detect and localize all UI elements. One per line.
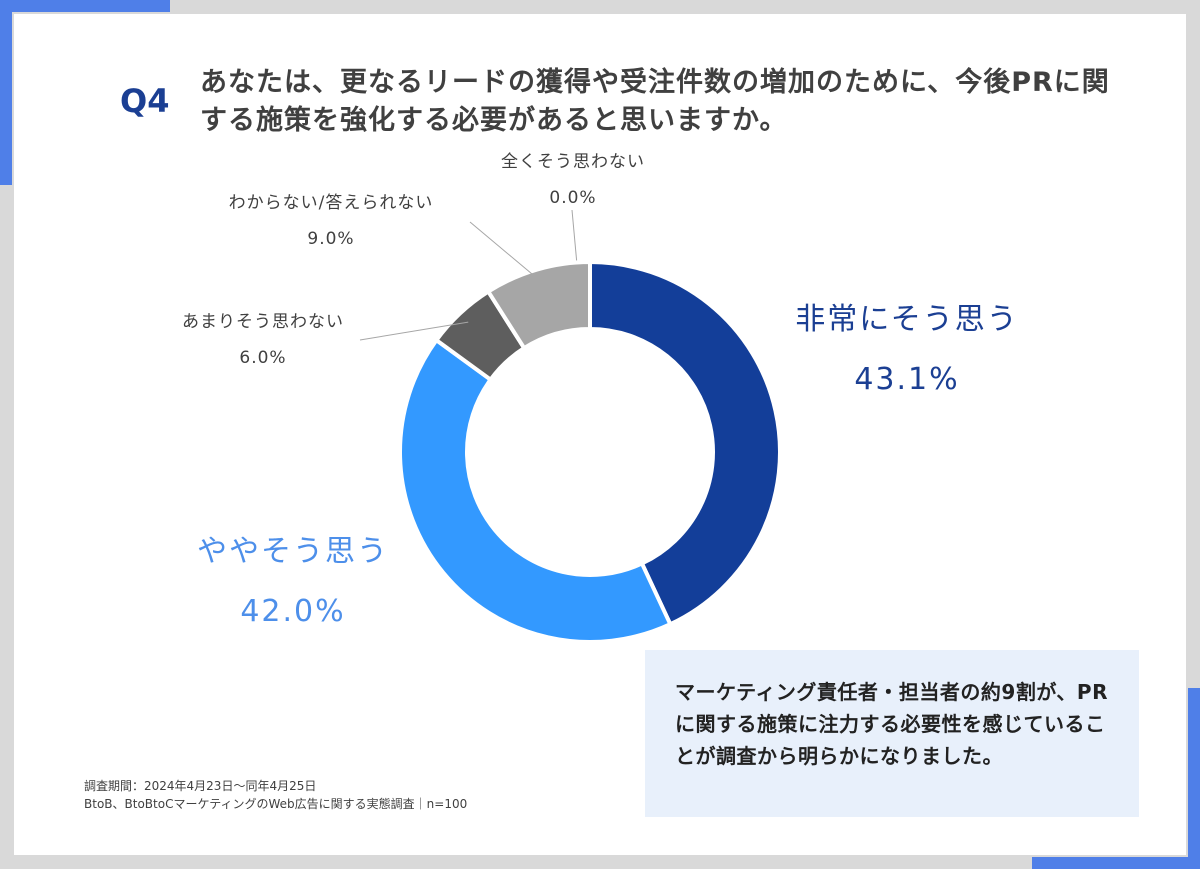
label-not-much: あまりそう思わない 6.0% xyxy=(158,304,368,376)
label-somewhat-category: ややそう思う xyxy=(197,534,389,569)
label-dont-know-category: わからない/答えられない xyxy=(228,193,434,213)
question-number: Q4 xyxy=(120,82,170,120)
label-somewhat: ややそう思う 42.0% xyxy=(178,522,408,642)
survey-period: 調査期間：2024年4月23日～同年4月25日 xyxy=(84,779,317,793)
question-title: あなたは、更なるリードの獲得や受注件数の増加のために、今後PRに関する施策を強化… xyxy=(200,67,1110,136)
label-very-much-value: 43.1% xyxy=(854,362,960,397)
slice-not-at-all-leader-line xyxy=(571,209,578,261)
survey-name: BtoB、BtoBtoCマーケティングのWeb広告に関する実態調査｜n=100 xyxy=(84,797,468,811)
label-very-much: 非常にそう思う 43.1% xyxy=(776,290,1038,410)
label-not-much-value: 6.0% xyxy=(239,348,287,368)
label-not-at-all-category: 全くそう思わない xyxy=(501,152,645,172)
footnote: 調査期間：2024年4月23日～同年4月25日 BtoB、BtoBtoCマーケテ… xyxy=(84,777,467,813)
label-dont-know: わからない/答えられない 9.0% xyxy=(198,185,464,257)
label-somewhat-value: 42.0% xyxy=(240,594,346,629)
corner-accent-left xyxy=(0,0,12,185)
corner-accent-right xyxy=(1188,688,1200,869)
summary-text: マーケティング責任者・担当者の約9割が、PRに関する施策に注力する必要性を感じて… xyxy=(675,680,1108,768)
summary-callout: マーケティング責任者・担当者の約9割が、PRに関する施策に注力する必要性を感じて… xyxy=(645,650,1139,817)
label-not-much-category: あまりそう思わない xyxy=(182,312,344,332)
corner-accent-bottom-right xyxy=(1032,857,1200,869)
label-very-much-category: 非常にそう思う xyxy=(795,302,1019,337)
label-not-at-all: 全くそう思わない 0.0% xyxy=(478,144,668,216)
slice-not-much-leader-line xyxy=(359,321,469,341)
slice-dont-know xyxy=(485,259,592,351)
slice-very-much xyxy=(588,259,782,627)
corner-accent-top-left xyxy=(0,0,170,12)
slice-dont-know-leader-line xyxy=(469,221,541,282)
slice-somewhat xyxy=(398,337,673,644)
label-dont-know-value: 9.0% xyxy=(307,229,355,249)
label-not-at-all-value: 0.0% xyxy=(549,188,597,208)
